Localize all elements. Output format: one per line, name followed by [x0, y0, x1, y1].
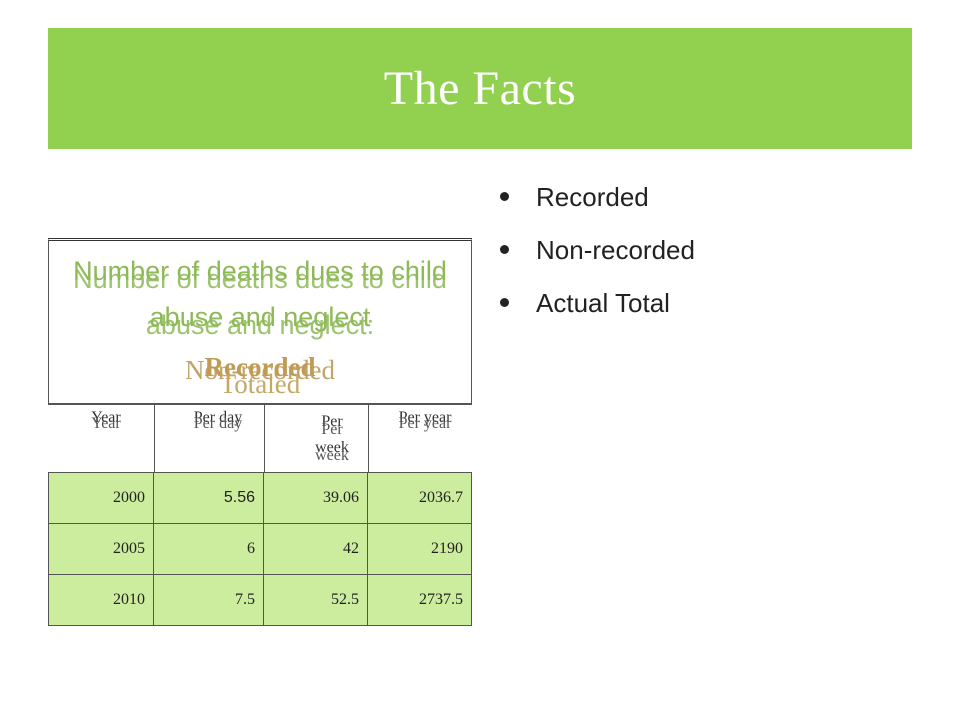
title-bar: The Facts	[48, 28, 912, 149]
header-year-shadow: Year	[91, 415, 121, 432]
header-per-week-shadow: Per week	[315, 421, 349, 464]
bullet-dot-icon	[500, 298, 509, 307]
bullet-dot-icon	[500, 245, 509, 254]
table-subtitle-non-recorded: Non-recorded	[185, 355, 335, 385]
table-row: 2000 5.56 39.06 2036.7	[48, 472, 472, 524]
table-caption: Number of deaths dues to child abuse and…	[73, 256, 447, 332]
slide-title: The Facts	[383, 62, 577, 115]
cell-per-week: 52.5	[264, 575, 368, 625]
header-per-day-shadow: Per day	[193, 415, 243, 432]
header-per-year: Per year	[398, 409, 452, 426]
cell-per-week: 39.06	[264, 473, 368, 523]
bullet-list: Recorded Non-recorded Actual Total	[492, 177, 695, 336]
table-header-row: Year Year Per day Per day Per week Per w…	[48, 403, 472, 475]
header-per-year-shadow: Per year	[398, 415, 452, 432]
header-per-week: Per week	[315, 413, 349, 456]
bullet-label: Actual Total	[536, 288, 670, 318]
bullet-label: Recorded	[536, 182, 649, 212]
cell-per-day: 5.56	[154, 473, 264, 523]
table-caption-box	[48, 238, 472, 404]
bullet-dot-icon	[500, 192, 509, 201]
bullet-item: Recorded	[492, 177, 695, 230]
deaths-table: Number of deaths dues to child abuse and…	[48, 238, 472, 626]
table-subtitle-totaled: Totaled	[219, 369, 301, 399]
cell-per-year: 2737.5	[368, 575, 472, 625]
cell-year: 2000	[48, 473, 154, 523]
cell-year: 2005	[48, 524, 154, 574]
bullet-label: Non-recorded	[536, 235, 695, 265]
table-caption-overlay: Number of deaths dues to child abuse and…	[73, 264, 447, 340]
table-row: 2010 7.5 52.5 2737.5	[48, 575, 472, 626]
cell-year: 2010	[48, 575, 154, 625]
header-year: Year	[91, 409, 121, 426]
cell-per-year: 2190	[368, 524, 472, 574]
bullet-item: Actual Total	[492, 283, 695, 336]
cell-per-day: 7.5	[154, 575, 264, 625]
table-body: 2000 5.56 39.06 2036.7 2005 6 42 2190 20…	[48, 472, 472, 626]
bullet-item: Non-recorded	[492, 230, 695, 283]
cell-per-day: 6	[154, 524, 264, 574]
cell-per-year: 2036.7	[368, 473, 472, 523]
header-per-day: Per day	[193, 409, 243, 426]
table-subtitle-recorded: Recorded	[204, 352, 316, 382]
table-row: 2005 6 42 2190	[48, 524, 472, 575]
cell-per-week: 42	[264, 524, 368, 574]
